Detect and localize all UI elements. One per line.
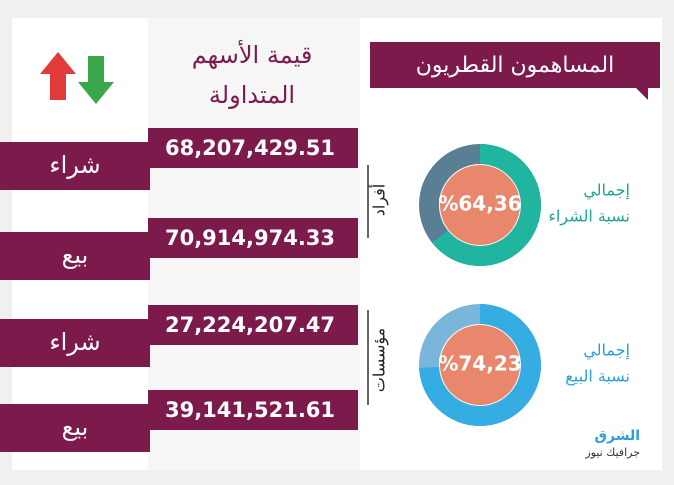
arrows-icon [40,52,114,104]
donut-segment [419,304,541,426]
column-title: المتداولة [209,81,295,109]
logo-sub: جرافيك نيوز [584,446,640,459]
title: المساهمون القطريون [416,53,614,78]
donut-center [440,325,520,405]
type-box [0,142,150,190]
donut-center [440,165,520,245]
type-box [0,232,150,280]
value-bar [148,305,358,345]
donuts: %64,36 إجمالي نسبة الشراء %74,23 إجمالي نسبة … [419,144,630,426]
column-title: قيمة الأسهم [192,40,313,69]
row-value: 39,141,521.61 [165,398,335,422]
value-bar [148,218,358,258]
row-value: 68,207,429.51 [165,136,335,160]
row-type: بيع [62,241,89,269]
row-value: 27,224,207.47 [165,313,335,337]
row-type: شراء [49,151,100,179]
group-label: مؤسسات [370,328,390,392]
row-type: بيع [62,413,89,441]
group-label: أفراد [369,184,390,217]
donut-caption: نسبة البيع [565,367,630,387]
title-box [370,42,660,100]
rows: 68,207,429.51 شراء 70,914,974.33 بيع 27,… [0,128,358,452]
donut-caption: إجمالي [583,341,630,361]
donut-caption: نسبة الشراء [548,207,630,227]
value-bar [148,128,358,168]
donut-caption: إجمالي [583,181,630,201]
type-box [0,319,150,367]
row-type: شراء [49,328,100,356]
donut-label: %64,36 [438,192,521,216]
donut-segment [419,144,541,266]
logo-name: الشرق [594,428,640,444]
type-box [0,404,150,452]
row-value: 70,914,974.33 [165,226,335,250]
value-bar [148,390,358,430]
donut-label: %74,23 [438,352,521,376]
